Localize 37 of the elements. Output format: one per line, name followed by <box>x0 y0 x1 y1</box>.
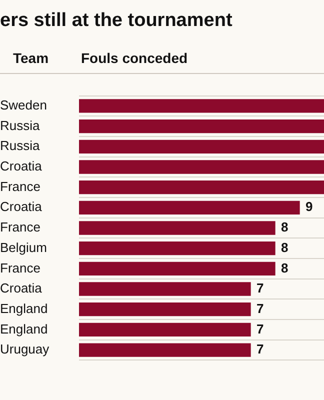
data-label: 7 <box>256 280 264 296</box>
bar <box>79 160 324 174</box>
y-tick-label: Croatia <box>0 199 43 214</box>
data-label: 7 <box>256 342 264 357</box>
y-tick-label: England <box>0 300 48 316</box>
bar <box>79 221 276 235</box>
bar <box>79 282 251 296</box>
bar <box>79 200 300 214</box>
bar <box>79 140 324 154</box>
data-label: 8 <box>281 260 288 276</box>
data-label: 8 <box>281 240 288 255</box>
data-label: 7 <box>256 321 264 336</box>
bar <box>79 322 251 337</box>
y-tick-label: France <box>0 220 40 235</box>
y-tick-label: France <box>0 178 40 194</box>
y-tick-label: Croatia <box>0 280 43 296</box>
bar <box>79 343 251 357</box>
data-label: 8 <box>281 220 288 235</box>
y-tick-label: Sweden <box>0 98 47 113</box>
y-tick-label: England <box>0 321 48 336</box>
data-label: 7 <box>256 300 264 316</box>
y-tick-label: Uruguay <box>0 342 50 357</box>
bar <box>79 99 324 113</box>
chart-title: ers still at the tournament <box>0 10 232 32</box>
y-tick-label: Russia <box>0 138 41 154</box>
bar <box>79 242 276 256</box>
bar <box>79 302 251 316</box>
data-label: 9 <box>306 199 313 214</box>
y-tick-label: Russia <box>0 118 41 133</box>
y-axis-title: Team <box>13 50 49 66</box>
bar <box>79 119 324 134</box>
bar <box>79 262 276 276</box>
x-axis-title: Fouls conceded <box>81 50 188 66</box>
y-tick-label: Croatia <box>0 158 43 174</box>
bar <box>79 180 324 194</box>
y-tick-label: Belgium <box>0 240 47 255</box>
y-tick-label: France <box>0 260 40 276</box>
